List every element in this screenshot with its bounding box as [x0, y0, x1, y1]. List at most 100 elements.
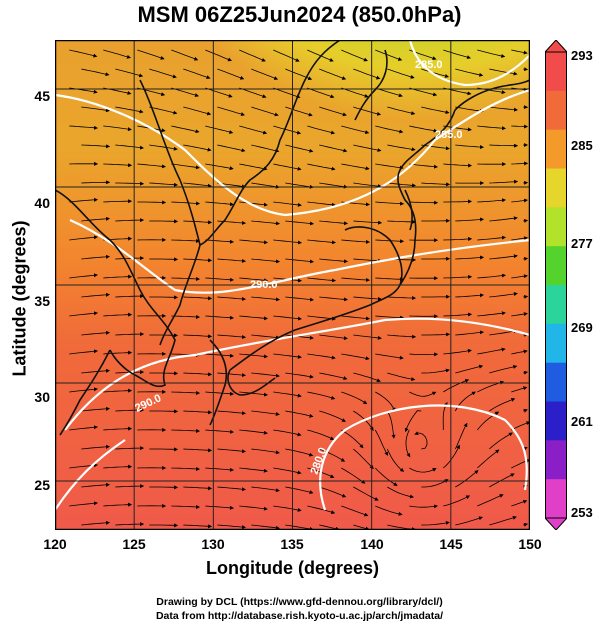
streamline-arrow — [387, 334, 417, 339]
streamline-arrow — [375, 391, 396, 412]
streamline-arrow — [205, 163, 234, 171]
streamline-arrow — [217, 144, 246, 153]
streamline-arrow — [421, 68, 449, 78]
streamline-arrow — [511, 49, 528, 55]
streamline-arrow — [523, 67, 529, 72]
streamline-arrow — [205, 505, 234, 510]
streamline-arrow — [353, 106, 382, 116]
colorbar-tick-label: 269 — [571, 320, 593, 335]
coastline-segment — [227, 369, 276, 396]
streamline-arrow — [217, 410, 246, 416]
streamline-arrow — [239, 163, 268, 171]
x-tick-label: 145 — [439, 536, 463, 552]
coastlines — [55, 40, 530, 436]
streamline-arrow — [69, 387, 98, 393]
streamline-arrow — [81, 144, 111, 149]
y-tick-label: 35 — [34, 293, 50, 309]
streamline-arrow — [375, 163, 404, 170]
streamline-arrow — [511, 161, 529, 166]
streamline-arrow — [115, 181, 145, 186]
streamline-arrow — [239, 87, 267, 99]
streamline-arrow — [375, 315, 405, 320]
streamline-arrow — [183, 486, 213, 491]
x-tick-label: 140 — [360, 536, 384, 552]
streamline-arrow — [455, 469, 479, 488]
streamline-arrow — [443, 236, 473, 241]
streamline-arrow — [375, 505, 403, 516]
streamline-arrow — [273, 353, 302, 359]
streamline-arrow — [273, 49, 300, 62]
streamline-arrow — [171, 466, 201, 471]
contour-label: 290.0 — [250, 279, 278, 291]
coastline-segment — [159, 244, 201, 346]
colorbar-tick-label: 277 — [571, 236, 593, 251]
streamline-arrow — [387, 486, 414, 499]
streamline-arrow — [115, 522, 145, 527]
streamline-arrow — [443, 199, 473, 204]
streamline-arrow — [405, 429, 411, 458]
streamline-arrow — [421, 332, 451, 337]
streamline-arrow — [69, 125, 98, 130]
coastline-segment — [59, 349, 111, 436]
streamline-arrow — [171, 49, 199, 61]
streamline-arrow — [81, 216, 110, 222]
colorbar-tick-label: 293 — [571, 48, 593, 63]
streamline-arrow — [285, 144, 314, 153]
streamline-arrow — [205, 429, 234, 434]
streamline-arrow — [115, 144, 144, 150]
streamline-arrow — [307, 391, 336, 400]
streamline-arrow — [183, 68, 211, 80]
streamline-arrow — [319, 372, 348, 381]
y-tick-label: 25 — [34, 477, 50, 493]
streamline-arrow — [341, 163, 370, 171]
streamline-arrow — [443, 274, 473, 279]
streamline-arrow — [319, 68, 347, 80]
coastline-segment — [209, 339, 228, 426]
x-tick-label: 150 — [518, 536, 542, 552]
streamline-arrow — [409, 125, 438, 133]
streamline-arrow — [375, 49, 403, 61]
map-border — [55, 40, 530, 530]
streamline-arrow — [183, 258, 213, 263]
temperature-wind-map: 285.0 290.0 290.0 280.0 285.0 — [55, 40, 530, 530]
streamline-arrow — [409, 504, 438, 509]
streamline-arrow — [115, 106, 144, 114]
streamline-arrow — [183, 106, 212, 116]
streamline-arrow — [171, 201, 201, 206]
streamline-arrow — [455, 255, 485, 260]
streamline-arrow — [205, 201, 234, 207]
streamline-arrow — [477, 235, 506, 241]
streamline-arrow — [183, 220, 213, 225]
streamline-arrow — [217, 258, 246, 263]
streamline-arrow — [353, 448, 374, 470]
streamline-arrow — [205, 467, 234, 472]
streamline-arrow — [273, 201, 302, 207]
streamline-arrow — [455, 144, 484, 150]
streamline-arrow — [421, 182, 451, 187]
streamline-arrow — [523, 408, 528, 413]
y-tick-label: 30 — [34, 389, 50, 405]
streamline-arrow — [171, 428, 201, 433]
streamline-arrow — [414, 431, 428, 450]
coastline-segment — [454, 79, 530, 111]
streamline-arrow — [273, 163, 302, 171]
streamline-arrow — [455, 516, 483, 526]
contour-label: 285.0 — [415, 59, 443, 71]
coastline-segment — [55, 189, 176, 388]
streamline-arrow — [69, 49, 98, 58]
streamline-arrow — [273, 429, 302, 437]
x-tick-label: 125 — [122, 536, 146, 552]
streamline-arrow — [489, 68, 518, 76]
streamline-arrow — [251, 486, 280, 493]
colorbar — [545, 40, 567, 530]
y-tick-label: 45 — [34, 88, 50, 104]
streamline-arrow — [115, 408, 145, 413]
streamline-arrow — [103, 464, 133, 469]
streamline-arrow — [523, 522, 528, 527]
streamline-arrow — [477, 311, 506, 317]
streamline-arrow — [273, 239, 302, 245]
streamline-arrow — [285, 524, 314, 530]
streamline-arrow — [205, 277, 234, 282]
streamline-arrow — [409, 163, 438, 169]
streamline-arrow — [341, 87, 369, 98]
